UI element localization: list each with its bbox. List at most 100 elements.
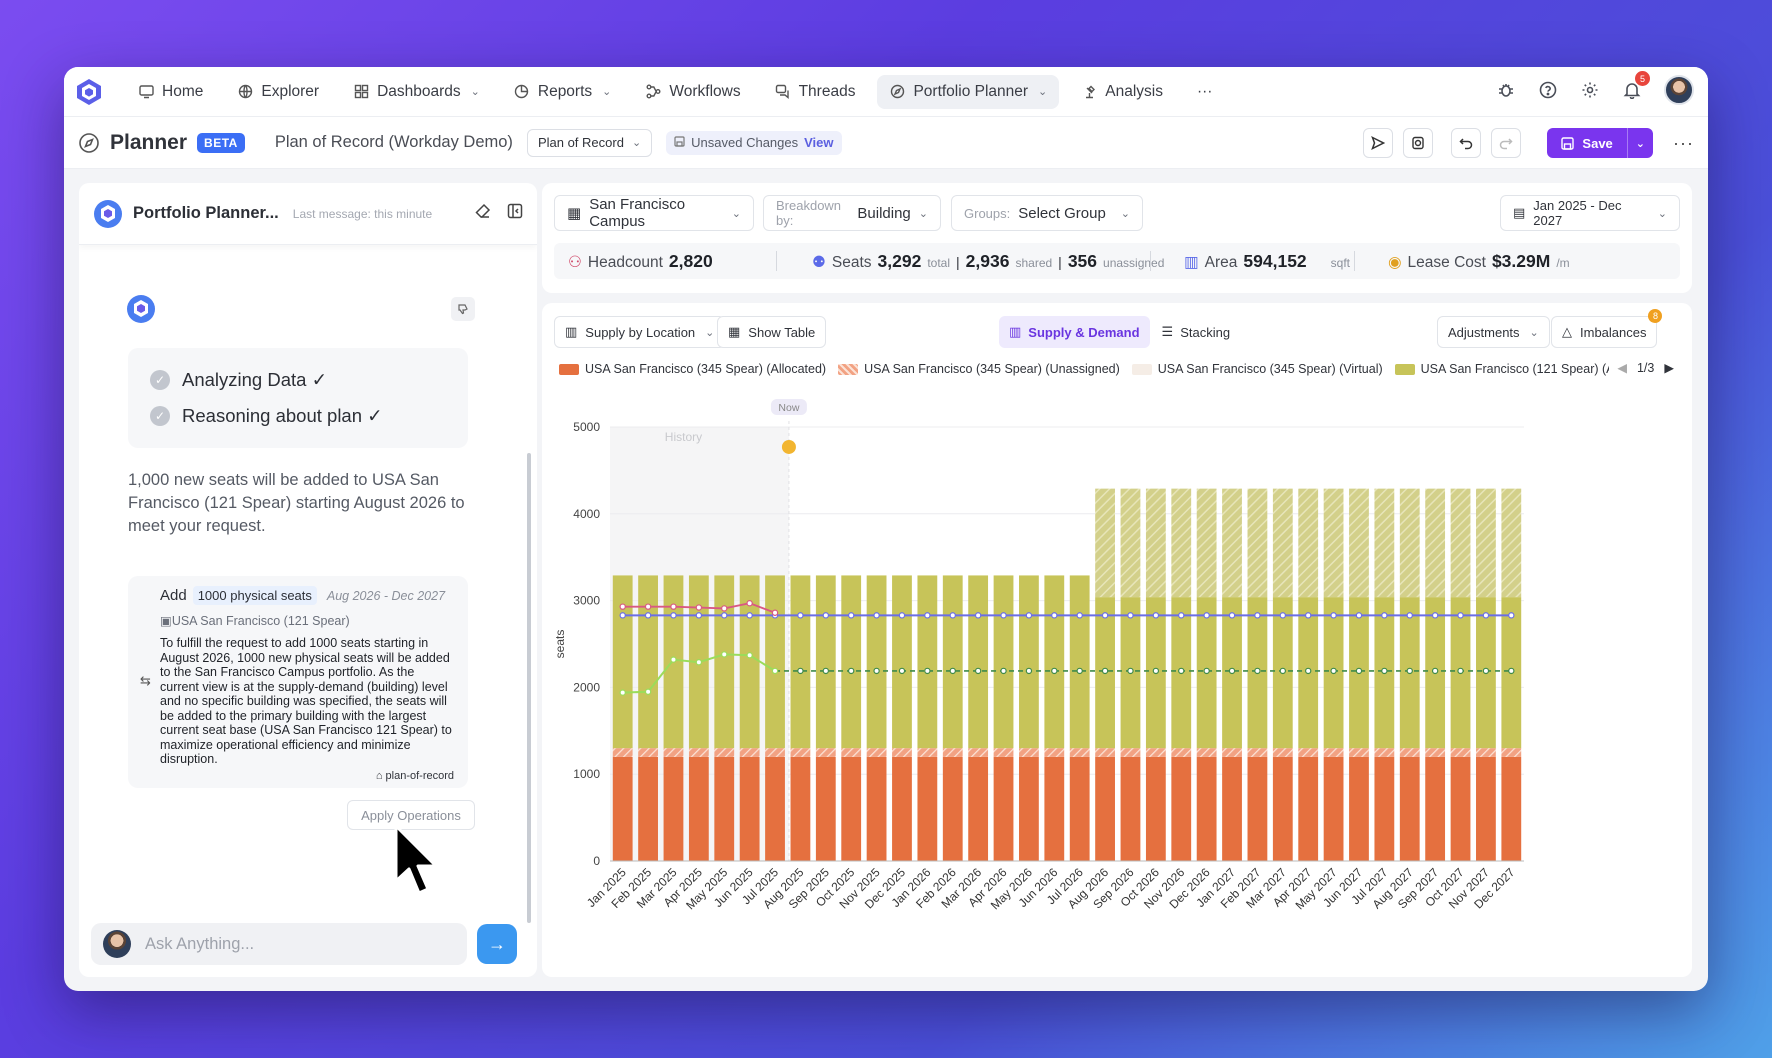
stat-separator: | <box>956 253 960 270</box>
user-avatar[interactable] <box>1664 75 1694 105</box>
assistant-message: 1,000 new seats will be added to USA San… <box>128 471 465 535</box>
nav-item-explorer[interactable]: Explorer <box>225 75 331 109</box>
bar-unassigned <box>1222 748 1242 757</box>
y-tick-label: 1000 <box>573 767 600 781</box>
legend-entry[interactable]: USA San Francisco (345 Spear) (Unassigne… <box>838 362 1120 376</box>
line-point <box>695 659 703 666</box>
line-point <box>1178 667 1185 675</box>
app-logo-icon[interactable] <box>74 77 104 107</box>
last-message-time: Last message: this minute <box>292 206 433 221</box>
line-point <box>619 603 626 610</box>
analysis-icon <box>1081 84 1097 100</box>
line-point <box>847 612 855 619</box>
line-point <box>746 612 753 619</box>
bar-unassigned <box>688 748 709 757</box>
nav-item-dashboards[interactable]: Dashboards ⌄ <box>341 75 492 109</box>
location-select[interactable]: ▦ San Francisco Campus ⌄ <box>554 195 754 231</box>
show-table-button[interactable]: ▦ Show Table <box>717 316 827 348</box>
tab-stacking[interactable]: ☰ Stacking <box>1150 324 1243 340</box>
nav-item-home[interactable]: Home <box>126 75 215 109</box>
nav-item-reports[interactable]: Reports ⌄ <box>502 75 624 109</box>
line-point <box>1406 612 1413 619</box>
bar-unassigned <box>663 748 684 757</box>
nav-item-analysis[interactable]: Analysis <box>1069 75 1175 109</box>
assistant-title: Portfolio Planner... <box>133 204 279 222</box>
supply-demand-label: Supply & Demand <box>1028 324 1140 340</box>
send-message-button[interactable]: → <box>477 924 517 964</box>
line-point <box>721 605 728 612</box>
redo-icon[interactable] <box>1491 128 1522 158</box>
seats-label: Seats <box>831 253 872 271</box>
help-icon[interactable] <box>1538 80 1558 100</box>
groups-select[interactable]: Groups: Select Group ⌄ <box>951 195 1143 231</box>
supply-by-location-select[interactable]: ▥ Supply by Location ⌄ <box>554 316 726 348</box>
bar-allocated <box>1476 756 1496 861</box>
bug-icon[interactable] <box>1496 80 1516 100</box>
next-page-icon[interactable]: ▶ <box>1664 361 1674 375</box>
more-options-icon[interactable]: ··· <box>1673 132 1694 153</box>
bar-unassigned <box>1323 748 1344 757</box>
lease-unit: /m <box>1556 255 1570 270</box>
tab-supply-demand[interactable]: ▥ Supply & Demand <box>999 316 1150 348</box>
line-point <box>1279 667 1287 675</box>
bell-icon[interactable]: 5 <box>1622 71 1650 100</box>
stat-area: ▥ Area 594,152 sqft <box>1184 251 1350 272</box>
line-point <box>644 688 652 695</box>
nav-more-icon[interactable]: ··· <box>1196 82 1213 100</box>
panel-scrollbar[interactable] <box>527 453 531 923</box>
undo-icon[interactable] <box>1451 128 1482 158</box>
line-point <box>1000 612 1007 619</box>
line-point <box>797 612 804 619</box>
line-point <box>1508 667 1515 675</box>
line-point <box>1051 612 1058 619</box>
nav-item-portfolio-planner[interactable]: Portfolio Planner ⌄ <box>877 74 1060 109</box>
legend-entry[interactable]: USA San Francisco (121 Spear) (Allo <box>1394 362 1627 376</box>
legend-entry[interactable]: USA San Francisco (345 Spear) (Allocated… <box>559 362 826 376</box>
stat-divider <box>776 251 777 271</box>
location-select-label: San Francisco Campus <box>589 196 686 230</box>
nav-item-label: Explorer <box>261 82 320 100</box>
imbalances-button[interactable]: △ Imbalances 8 <box>1551 309 1663 348</box>
bar-121-spear-added <box>1298 488 1319 598</box>
thumbs-down-icon[interactable] <box>451 297 475 321</box>
eraser-icon[interactable] <box>475 203 491 224</box>
notification-badge: 5 <box>1635 71 1650 86</box>
gear-icon[interactable] <box>1580 80 1600 100</box>
history-icon[interactable] <box>1403 128 1434 158</box>
chevron-down-icon: ⌄ <box>1038 86 1048 98</box>
date-range-select[interactable]: ▤ Jan 2025 - Dec 2027 ⌄ <box>1500 195 1680 231</box>
collapse-panel-icon[interactable] <box>507 203 523 224</box>
view-changes-link[interactable]: View <box>804 135 834 150</box>
save-button[interactable]: Save ⌄ <box>1547 128 1654 158</box>
nav-item-threads[interactable]: Threads <box>763 75 868 109</box>
monitor-icon <box>138 84 154 100</box>
adjustments-select[interactable]: Adjustments ⌄ <box>1437 316 1550 348</box>
line-point <box>644 612 652 619</box>
save-menu-chevron-icon[interactable]: ⌄ <box>1626 128 1653 158</box>
send-icon[interactable] <box>1363 128 1394 158</box>
line-point <box>1457 612 1464 619</box>
coin-icon: ◉ <box>1388 253 1402 271</box>
bar-unassigned <box>1069 748 1090 757</box>
ask-input[interactable] <box>145 934 425 954</box>
legend-entry[interactable]: USA San Francisco (345 Spear) (Virtual) <box>1131 362 1383 376</box>
prev-page-icon[interactable]: ◀ <box>1617 361 1627 375</box>
bar-allocated <box>1095 756 1115 861</box>
swap-icon: ⇆ <box>140 673 151 688</box>
legend-page: 1/3 <box>1636 360 1655 375</box>
nav-item-label: Home <box>162 82 204 100</box>
step-item: ✓ Analyzing Data ✓ <box>150 362 446 398</box>
apply-operations-button[interactable]: Apply Operations <box>347 800 475 830</box>
bar-allocated <box>815 756 836 861</box>
bar-121-spear-added <box>1374 488 1395 598</box>
line-point <box>670 612 677 619</box>
bar-121-spear-added <box>1222 488 1242 598</box>
breakdown-select[interactable]: Breakdown by: Building ⌄ <box>763 195 941 231</box>
filters-panel: ▦ San Francisco Campus ⌄ Breakdown by: Buil… <box>542 183 1692 293</box>
plan-select[interactable]: Plan of Record ⌄ <box>526 128 653 157</box>
bar-allocated <box>1196 756 1217 861</box>
chart-card: ▥ Supply by Location ⌄ ▦ Show Table ▥ Supply… <box>542 303 1692 977</box>
bar-allocated <box>1399 756 1420 861</box>
nav-item-workflows[interactable]: Workflows <box>633 75 752 109</box>
seats-unassigned: 356 <box>1067 250 1098 271</box>
